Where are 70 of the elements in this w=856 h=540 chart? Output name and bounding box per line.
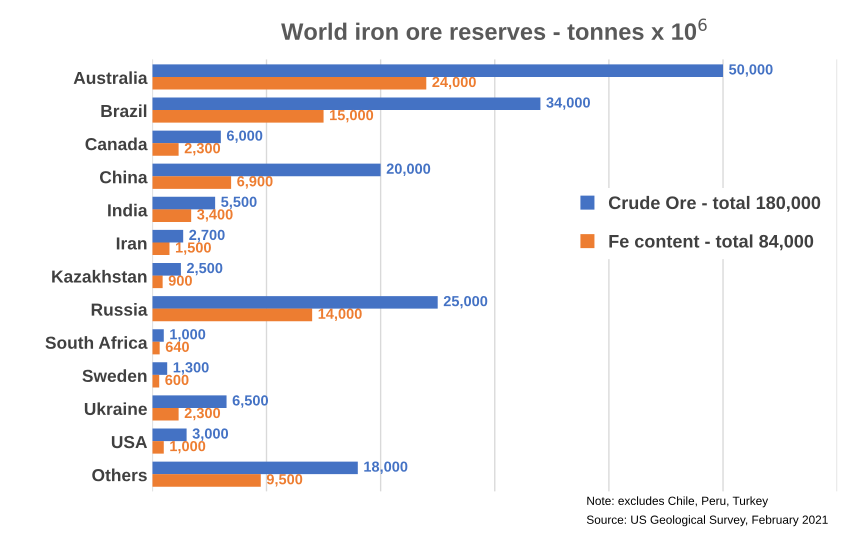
data-label: 2,300 (184, 408, 220, 420)
data-label: 50,000 (729, 64, 773, 77)
data-label: 25,000 (444, 296, 488, 308)
data-label: 6,500 (232, 395, 268, 408)
bar (152, 329, 164, 342)
y-tick-label: Kazakhstan (52, 270, 146, 283)
bar (152, 209, 192, 222)
data-label: 600 (165, 374, 189, 386)
bar (152, 441, 164, 454)
data-label: 15,000 (330, 110, 374, 122)
bar (152, 164, 381, 176)
y-tick-label: China (100, 170, 148, 184)
bar (152, 64, 724, 77)
data-label: 3,400 (197, 209, 233, 222)
data-label: 640 (166, 342, 189, 352)
data-label: 6,000 (226, 130, 262, 143)
text: Note: excludes Chile, Peru, Turkey (587, 496, 768, 508)
y-tick-label: Sweden (82, 369, 146, 382)
bar (152, 143, 179, 156)
source-note: Source: US Geological Survey, February 2021 (586, 515, 828, 526)
bar (152, 296, 438, 309)
data-label: 1,300 (174, 362, 209, 375)
y-tick-label: India (108, 204, 148, 216)
bar (152, 130, 221, 144)
bar (152, 196, 216, 210)
chart-title: World iron ore reserves - tonnes x 10$^{6}$ (281, 18, 707, 40)
bar (152, 76, 426, 90)
data-label: 34,000 (546, 97, 590, 110)
y-tick-label: Ukraine (84, 402, 147, 416)
bar (152, 395, 227, 408)
data-label: 24,000 (432, 76, 476, 90)
data-label: 900 (168, 275, 192, 286)
data-label: 9,500 (266, 474, 302, 487)
y-tick-label: Others (92, 468, 147, 482)
bar (152, 374, 160, 388)
y-tick-label: USA (112, 436, 148, 448)
legend-label: Crude Ore - total 180,000 (608, 196, 820, 212)
data-label: 20,000 (386, 164, 430, 176)
data-label: 1,500 (176, 242, 211, 255)
bar (152, 474, 261, 487)
data-label: 3,000 (192, 428, 228, 441)
data-label: 14,000 (318, 308, 362, 321)
bar (152, 230, 184, 242)
bar (152, 242, 170, 256)
bar (152, 408, 179, 421)
y-tick-label: South Africa (45, 336, 148, 349)
bar (152, 428, 187, 442)
data-label: 5,500 (221, 196, 257, 210)
bar (152, 308, 312, 322)
bar (152, 97, 540, 110)
data-label: 1,000 (170, 329, 206, 342)
data-label: 18,000 (364, 461, 408, 474)
bar (152, 110, 324, 123)
data-label: 2,700 (189, 230, 225, 242)
data-label: 1,000 (170, 440, 206, 454)
y-tick-label: Brazil (101, 104, 146, 118)
y-tick-label: Australia (74, 71, 148, 84)
bar (152, 362, 168, 375)
data-label: 6,900 (237, 176, 273, 189)
bar (152, 262, 181, 276)
y-tick-label: Iran (116, 237, 146, 250)
bar (152, 176, 232, 189)
bar (152, 462, 358, 474)
legend-label: Fe content - total 84,000 (609, 234, 814, 250)
bar (152, 342, 160, 354)
y-tick-label: Russia (92, 303, 148, 316)
data-label: 2,500 (186, 262, 222, 276)
y-tick-label: Canada (86, 138, 148, 150)
bar (152, 276, 163, 288)
data-label: 2,300 (184, 143, 220, 156)
